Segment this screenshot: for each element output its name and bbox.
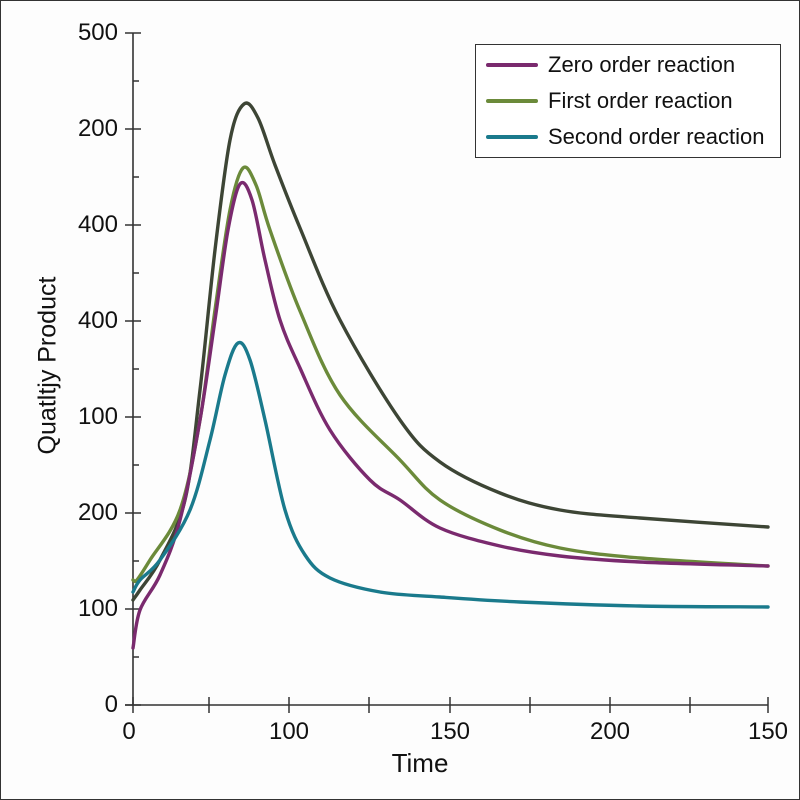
legend: Zero order reaction First order reaction… xyxy=(475,44,781,158)
y-tick-label: 100 xyxy=(77,403,118,430)
legend-item-first-order: First order reaction xyxy=(476,84,733,118)
legend-item-zero-order: Zero order reaction xyxy=(476,48,735,82)
legend-item-second-order: Second order reaction xyxy=(476,120,764,154)
x-tick-label: 150 xyxy=(429,718,471,745)
legend-label: Zero order reaction xyxy=(548,52,736,77)
y-tick-label: 0 xyxy=(104,691,118,718)
series-line-second-order-reaction xyxy=(131,340,770,609)
legend-label: Second order reaction xyxy=(548,124,765,149)
x-axis-label: Time xyxy=(391,748,449,778)
y-axis-label: Quatltjy Product xyxy=(33,276,62,455)
legend-swatch-line-icon xyxy=(486,99,538,103)
series-line-zero-order-reaction xyxy=(131,180,770,650)
legend-swatch-line-icon xyxy=(486,135,538,139)
series-line-unlabeled xyxy=(131,101,770,602)
legend-swatch-line-icon xyxy=(486,63,538,67)
legend-label: First order reaction xyxy=(548,88,733,113)
y-tick-label: 200 xyxy=(77,115,118,142)
x-tick-label: 150 xyxy=(747,718,789,745)
y-tick-label: 400 xyxy=(77,307,118,334)
x-tick-label: 200 xyxy=(589,718,631,745)
y-tick-label: 100 xyxy=(77,595,118,622)
y-tick-label: 200 xyxy=(77,499,118,526)
y-tick-label: 400 xyxy=(77,211,118,238)
series-line-first-order-reaction xyxy=(131,165,770,584)
y-tick-label: 500 xyxy=(77,19,118,46)
x-tick-label: 0 xyxy=(122,718,136,745)
x-tick-label: 100 xyxy=(268,718,310,745)
